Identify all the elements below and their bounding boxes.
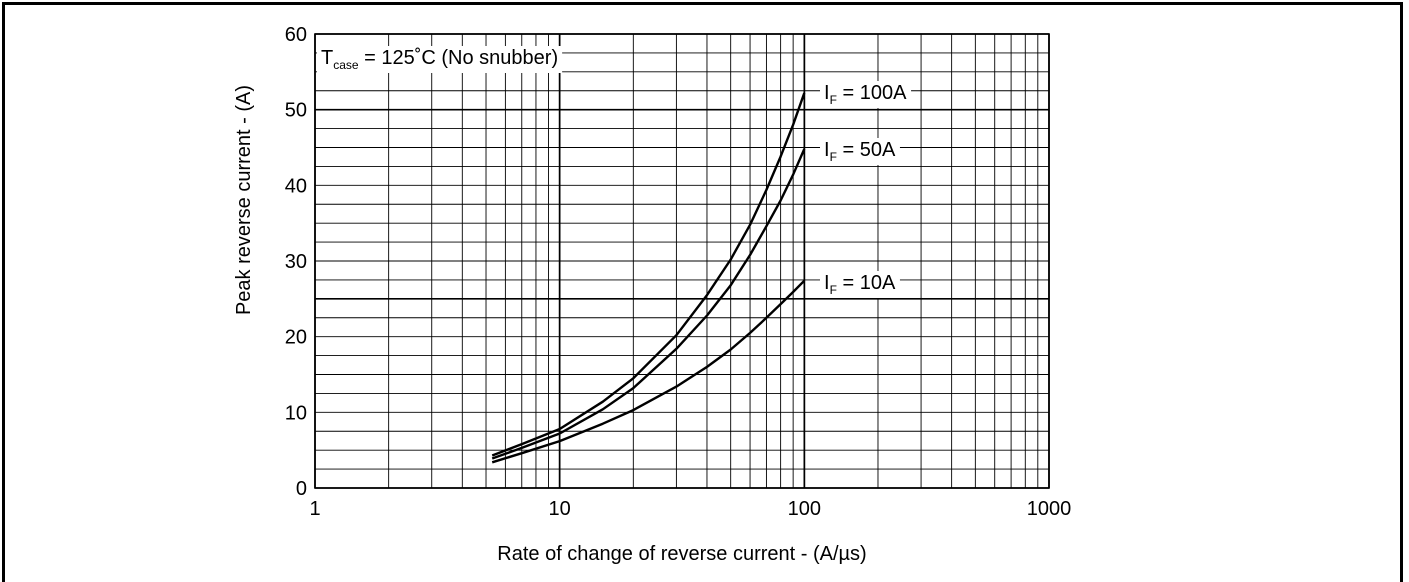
series-line-1 <box>491 148 806 460</box>
x-tick-label: 10 <box>549 498 571 520</box>
x-tick-label: 1 <box>309 498 320 520</box>
series-layer <box>491 92 806 464</box>
x-tick-label: 100 <box>788 498 821 520</box>
y-tick-label: 20 <box>285 327 307 349</box>
series-line-0 <box>491 92 806 457</box>
grid <box>314 33 1050 489</box>
series-label-2-text: IF = 10A <box>824 272 896 297</box>
condition-label-background <box>317 46 563 73</box>
y-tick-label: 40 <box>285 175 307 197</box>
series-label-1-background <box>820 138 900 165</box>
x-tick-label: 1000 <box>1027 498 1072 520</box>
series-label-2: IF = 10A <box>820 271 900 298</box>
tick-labels: 1 10 100 1000 0 10 20 30 40 50 60 <box>285 24 1072 520</box>
plot-area-border <box>314 33 1050 489</box>
series-label-0: IF = 100A <box>820 81 912 108</box>
series-label-0-background <box>820 81 912 108</box>
series-label-1-text: IF = 50A <box>824 139 896 164</box>
y-tick-label: 10 <box>285 402 307 424</box>
series-label-2-background <box>820 271 900 298</box>
x-axis-title: Rate of change of reverse current - (A/µ… <box>497 543 866 565</box>
y-tick-label: 30 <box>285 251 307 273</box>
curve-labels: Tcase = 125˚C (No snubber) IF = 100A IF = … <box>317 46 912 298</box>
series-line-2 <box>491 279 806 464</box>
y-axis-title: Peak reverse current - (A) <box>233 85 255 315</box>
y-tick-label: 60 <box>285 24 307 46</box>
y-tick-label: 50 <box>285 100 307 122</box>
condition-label-text: Tcase = 125˚C (No snubber) <box>321 47 558 72</box>
y-tick-label: 0 <box>296 478 307 500</box>
condition-label: Tcase = 125˚C (No snubber) <box>317 46 563 73</box>
series-label-1: IF = 50A <box>820 138 900 165</box>
series-label-0-text: IF = 100A <box>824 82 907 107</box>
